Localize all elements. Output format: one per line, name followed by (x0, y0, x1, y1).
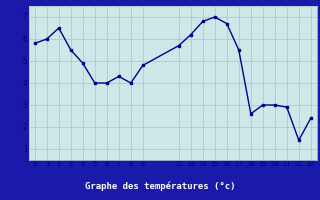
Text: Graphe des températures (°c): Graphe des températures (°c) (85, 181, 235, 191)
